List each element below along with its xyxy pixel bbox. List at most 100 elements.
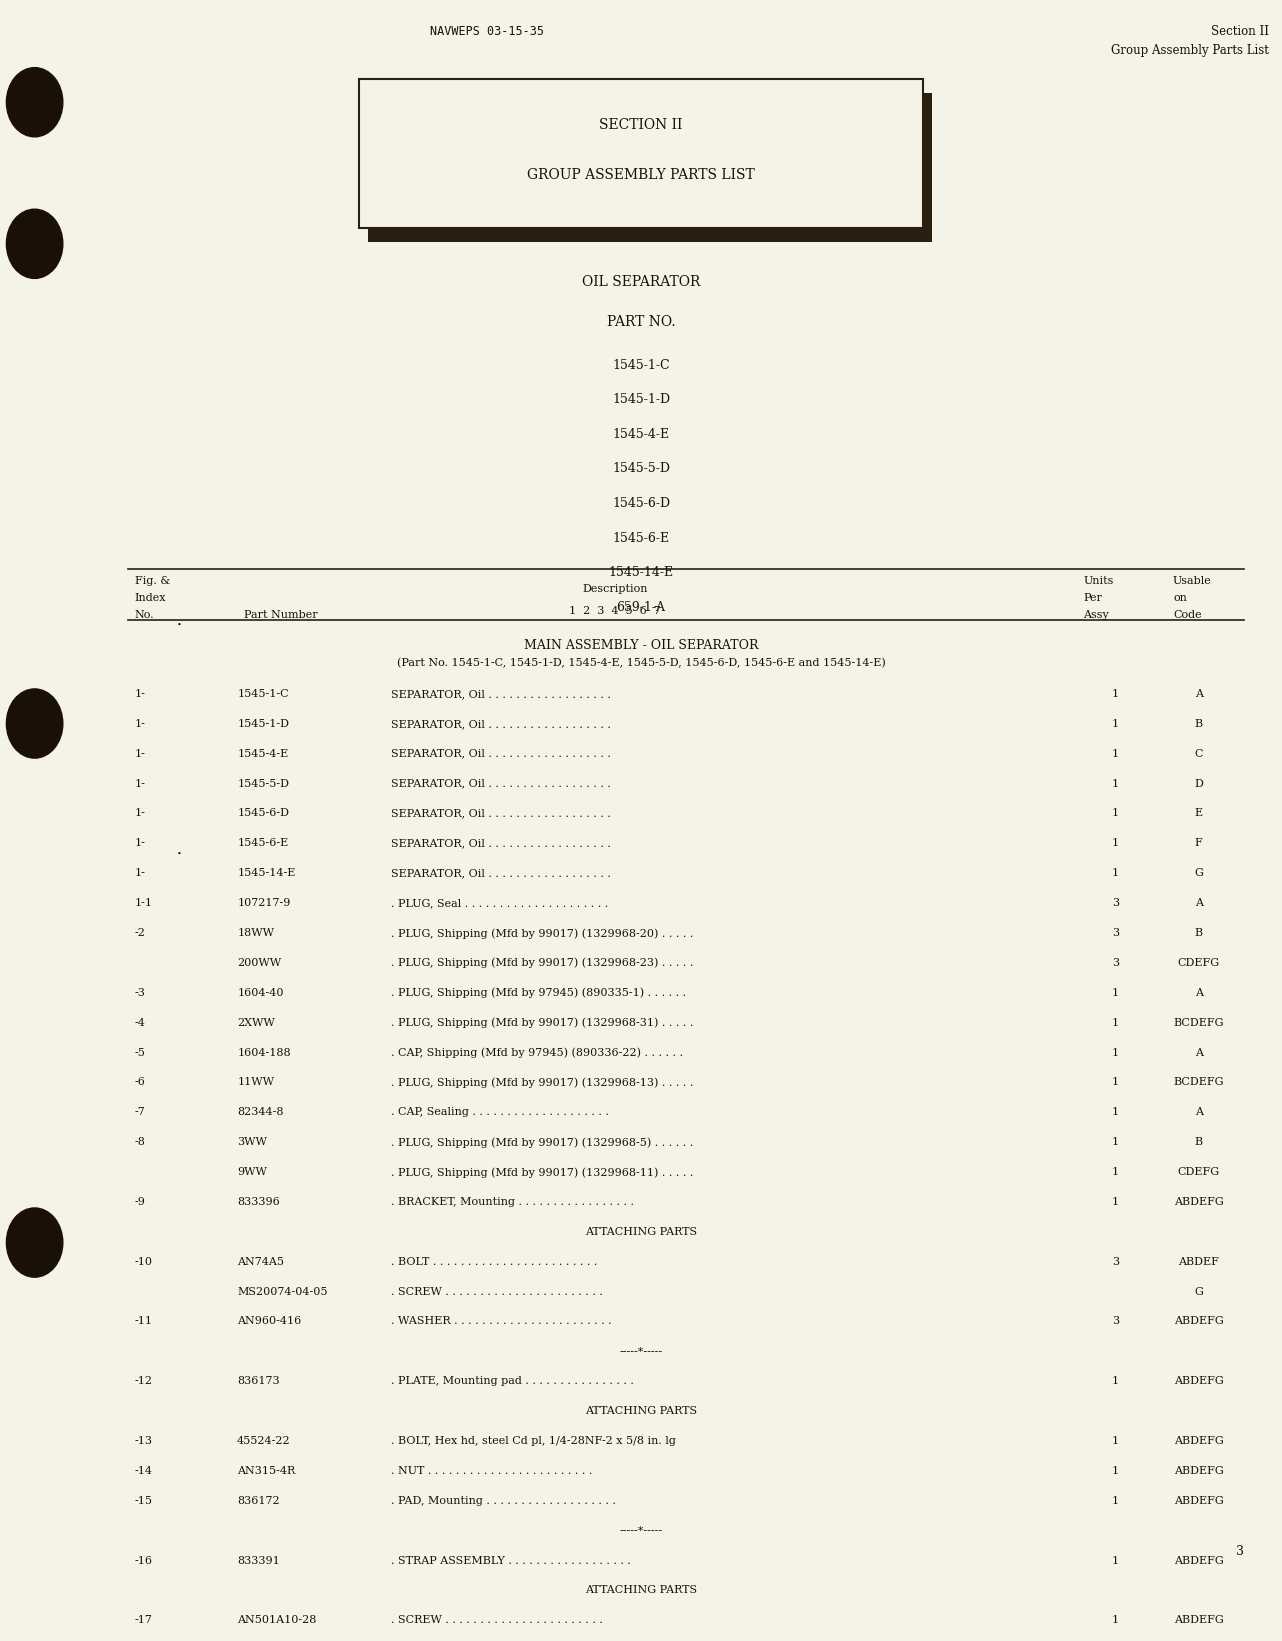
Text: -4: -4 [135,1017,145,1027]
Text: 1545-1-D: 1545-1-D [237,719,290,729]
Text: -9: -9 [135,1196,145,1208]
Text: 1: 1 [1111,719,1119,729]
Text: Per: Per [1083,592,1103,602]
FancyBboxPatch shape [359,79,923,228]
Text: 1: 1 [1111,689,1119,699]
Text: B: B [1195,719,1203,729]
Text: 1: 1 [1111,1556,1119,1566]
Text: 833391: 833391 [237,1556,279,1566]
Text: 3: 3 [1111,1257,1119,1267]
Text: . CAP, Sealing . . . . . . . . . . . . . . . . . . . .: . CAP, Sealing . . . . . . . . . . . . .… [391,1108,609,1118]
Text: 1-: 1- [135,719,145,729]
Text: 1545-6-D: 1545-6-D [612,497,670,510]
Text: F: F [1195,839,1203,848]
Text: 1545-4-E: 1545-4-E [613,428,669,441]
Text: 1: 1 [1111,1137,1119,1147]
Text: 1-: 1- [135,778,145,789]
Text: -5: -5 [135,1047,145,1057]
Text: 1-: 1- [135,809,145,819]
Text: . PAD, Mounting . . . . . . . . . . . . . . . . . . .: . PAD, Mounting . . . . . . . . . . . . … [391,1497,615,1506]
Text: 1: 1 [1111,1497,1119,1506]
Text: -11: -11 [135,1316,153,1326]
Text: 1: 1 [1111,1436,1119,1446]
Text: . PLUG, Shipping (Mfd by 99017) (1329968-5) . . . . . .: . PLUG, Shipping (Mfd by 99017) (1329968… [391,1137,694,1147]
Text: 1-: 1- [135,839,145,848]
FancyBboxPatch shape [368,94,932,243]
Text: SEPARATOR, Oil . . . . . . . . . . . . . . . . . .: SEPARATOR, Oil . . . . . . . . . . . . .… [391,809,612,819]
Text: 1-: 1- [135,748,145,758]
Text: 82344-8: 82344-8 [237,1108,283,1118]
Text: . PLUG, Shipping (Mfd by 99017) (1329968-13) . . . . .: . PLUG, Shipping (Mfd by 99017) (1329968… [391,1078,694,1088]
Text: G: G [1195,1287,1203,1296]
Text: . CAP, Shipping (Mfd by 97945) (890336-22) . . . . . .: . CAP, Shipping (Mfd by 97945) (890336-2… [391,1047,683,1058]
Text: MS20074-04-05: MS20074-04-05 [237,1287,328,1296]
Text: A: A [1195,898,1203,907]
Text: -8: -8 [135,1137,145,1147]
Text: -2: -2 [135,929,145,939]
Text: SEPARATOR, Oil . . . . . . . . . . . . . . . . . .: SEPARATOR, Oil . . . . . . . . . . . . .… [391,748,612,758]
Text: . SCREW . . . . . . . . . . . . . . . . . . . . . . .: . SCREW . . . . . . . . . . . . . . . . … [391,1287,603,1296]
Text: 45524-22: 45524-22 [237,1436,291,1446]
Text: . PLUG, Shipping (Mfd by 99017) (1329968-20) . . . . .: . PLUG, Shipping (Mfd by 99017) (1329968… [391,929,694,939]
Text: NAVWEPS 03-15-35: NAVWEPS 03-15-35 [431,25,544,38]
Text: 1: 1 [1111,1108,1119,1118]
Text: OIL SEPARATOR: OIL SEPARATOR [582,276,700,289]
Text: ATTACHING PARTS: ATTACHING PARTS [585,1227,697,1237]
Text: 1  2  3  4  5  6  7: 1 2 3 4 5 6 7 [569,606,662,615]
Text: . PLUG, Seal . . . . . . . . . . . . . . . . . . . . .: . PLUG, Seal . . . . . . . . . . . . . .… [391,898,608,907]
Text: 1-: 1- [135,689,145,699]
Text: 1545-1-C: 1545-1-C [613,359,669,371]
Text: 3: 3 [1111,1316,1119,1326]
Text: . PLATE, Mounting pad . . . . . . . . . . . . . . . .: . PLATE, Mounting pad . . . . . . . . . … [391,1377,633,1387]
Text: BCDEFG: BCDEFG [1173,1017,1224,1027]
Text: 9WW: 9WW [237,1167,267,1177]
Text: ABDEFG: ABDEFG [1174,1497,1223,1506]
Text: 1545-14-E: 1545-14-E [609,566,673,579]
Text: No.: No. [135,610,154,620]
Text: Units: Units [1083,576,1114,586]
Text: 3: 3 [1111,958,1119,968]
Text: 836173: 836173 [237,1377,279,1387]
Text: E: E [1195,809,1203,819]
Text: 1545-1-C: 1545-1-C [237,689,288,699]
Text: -14: -14 [135,1465,153,1475]
Text: MAIN ASSEMBLY - OIL SEPARATOR: MAIN ASSEMBLY - OIL SEPARATOR [524,638,758,651]
Circle shape [6,67,63,136]
Text: CDEFG: CDEFG [1178,958,1219,968]
Text: ABDEFG: ABDEFG [1174,1436,1223,1446]
Text: (Part No. 1545-1-C, 1545-1-D, 1545-4-E, 1545-5-D, 1545-6-D, 1545-6-E and 1545-14: (Part No. 1545-1-C, 1545-1-D, 1545-4-E, … [396,658,886,668]
Text: 1604-40: 1604-40 [237,988,283,998]
Text: -----*-----: -----*----- [619,1346,663,1357]
Text: . BRACKET, Mounting . . . . . . . . . . . . . . . . .: . BRACKET, Mounting . . . . . . . . . . … [391,1196,635,1208]
Text: 1: 1 [1111,988,1119,998]
Text: 1-1: 1-1 [135,898,153,907]
Text: 1: 1 [1111,1017,1119,1027]
Text: -16: -16 [135,1556,153,1566]
Text: ABDEFG: ABDEFG [1174,1377,1223,1387]
Circle shape [6,1208,63,1277]
Text: A: A [1195,1108,1203,1118]
Text: . NUT . . . . . . . . . . . . . . . . . . . . . . . .: . NUT . . . . . . . . . . . . . . . . . … [391,1465,592,1475]
Text: -7: -7 [135,1108,145,1118]
Text: 1545-6-E: 1545-6-E [613,532,669,545]
Text: G: G [1195,868,1203,878]
Text: 1-: 1- [135,868,145,878]
Text: 200WW: 200WW [237,958,281,968]
Text: SEPARATOR, Oil . . . . . . . . . . . . . . . . . .: SEPARATOR, Oil . . . . . . . . . . . . .… [391,719,612,729]
Text: ABDEF: ABDEF [1178,1257,1219,1267]
Text: . BOLT, Hex hd, steel Cd pl, 1/4-28NF-2 x 5/8 in. lg: . BOLT, Hex hd, steel Cd pl, 1/4-28NF-2 … [391,1436,676,1446]
Text: -----*-----: -----*----- [619,1526,663,1536]
Text: 1: 1 [1111,1196,1119,1208]
Text: 1: 1 [1111,868,1119,878]
Text: A: A [1195,689,1203,699]
Text: Section II: Section II [1211,25,1269,38]
Text: 1: 1 [1111,1377,1119,1387]
Text: ATTACHING PARTS: ATTACHING PARTS [585,1585,697,1595]
Text: •: • [177,622,182,629]
Circle shape [6,208,63,279]
Text: Usable: Usable [1173,576,1211,586]
Text: Group Assembly Parts List: Group Assembly Parts List [1111,44,1269,57]
Text: -12: -12 [135,1377,153,1387]
Text: . BOLT . . . . . . . . . . . . . . . . . . . . . . . .: . BOLT . . . . . . . . . . . . . . . . .… [391,1257,597,1267]
Text: . PLUG, Shipping (Mfd by 99017) (1329968-31) . . . . .: . PLUG, Shipping (Mfd by 99017) (1329968… [391,1017,694,1029]
